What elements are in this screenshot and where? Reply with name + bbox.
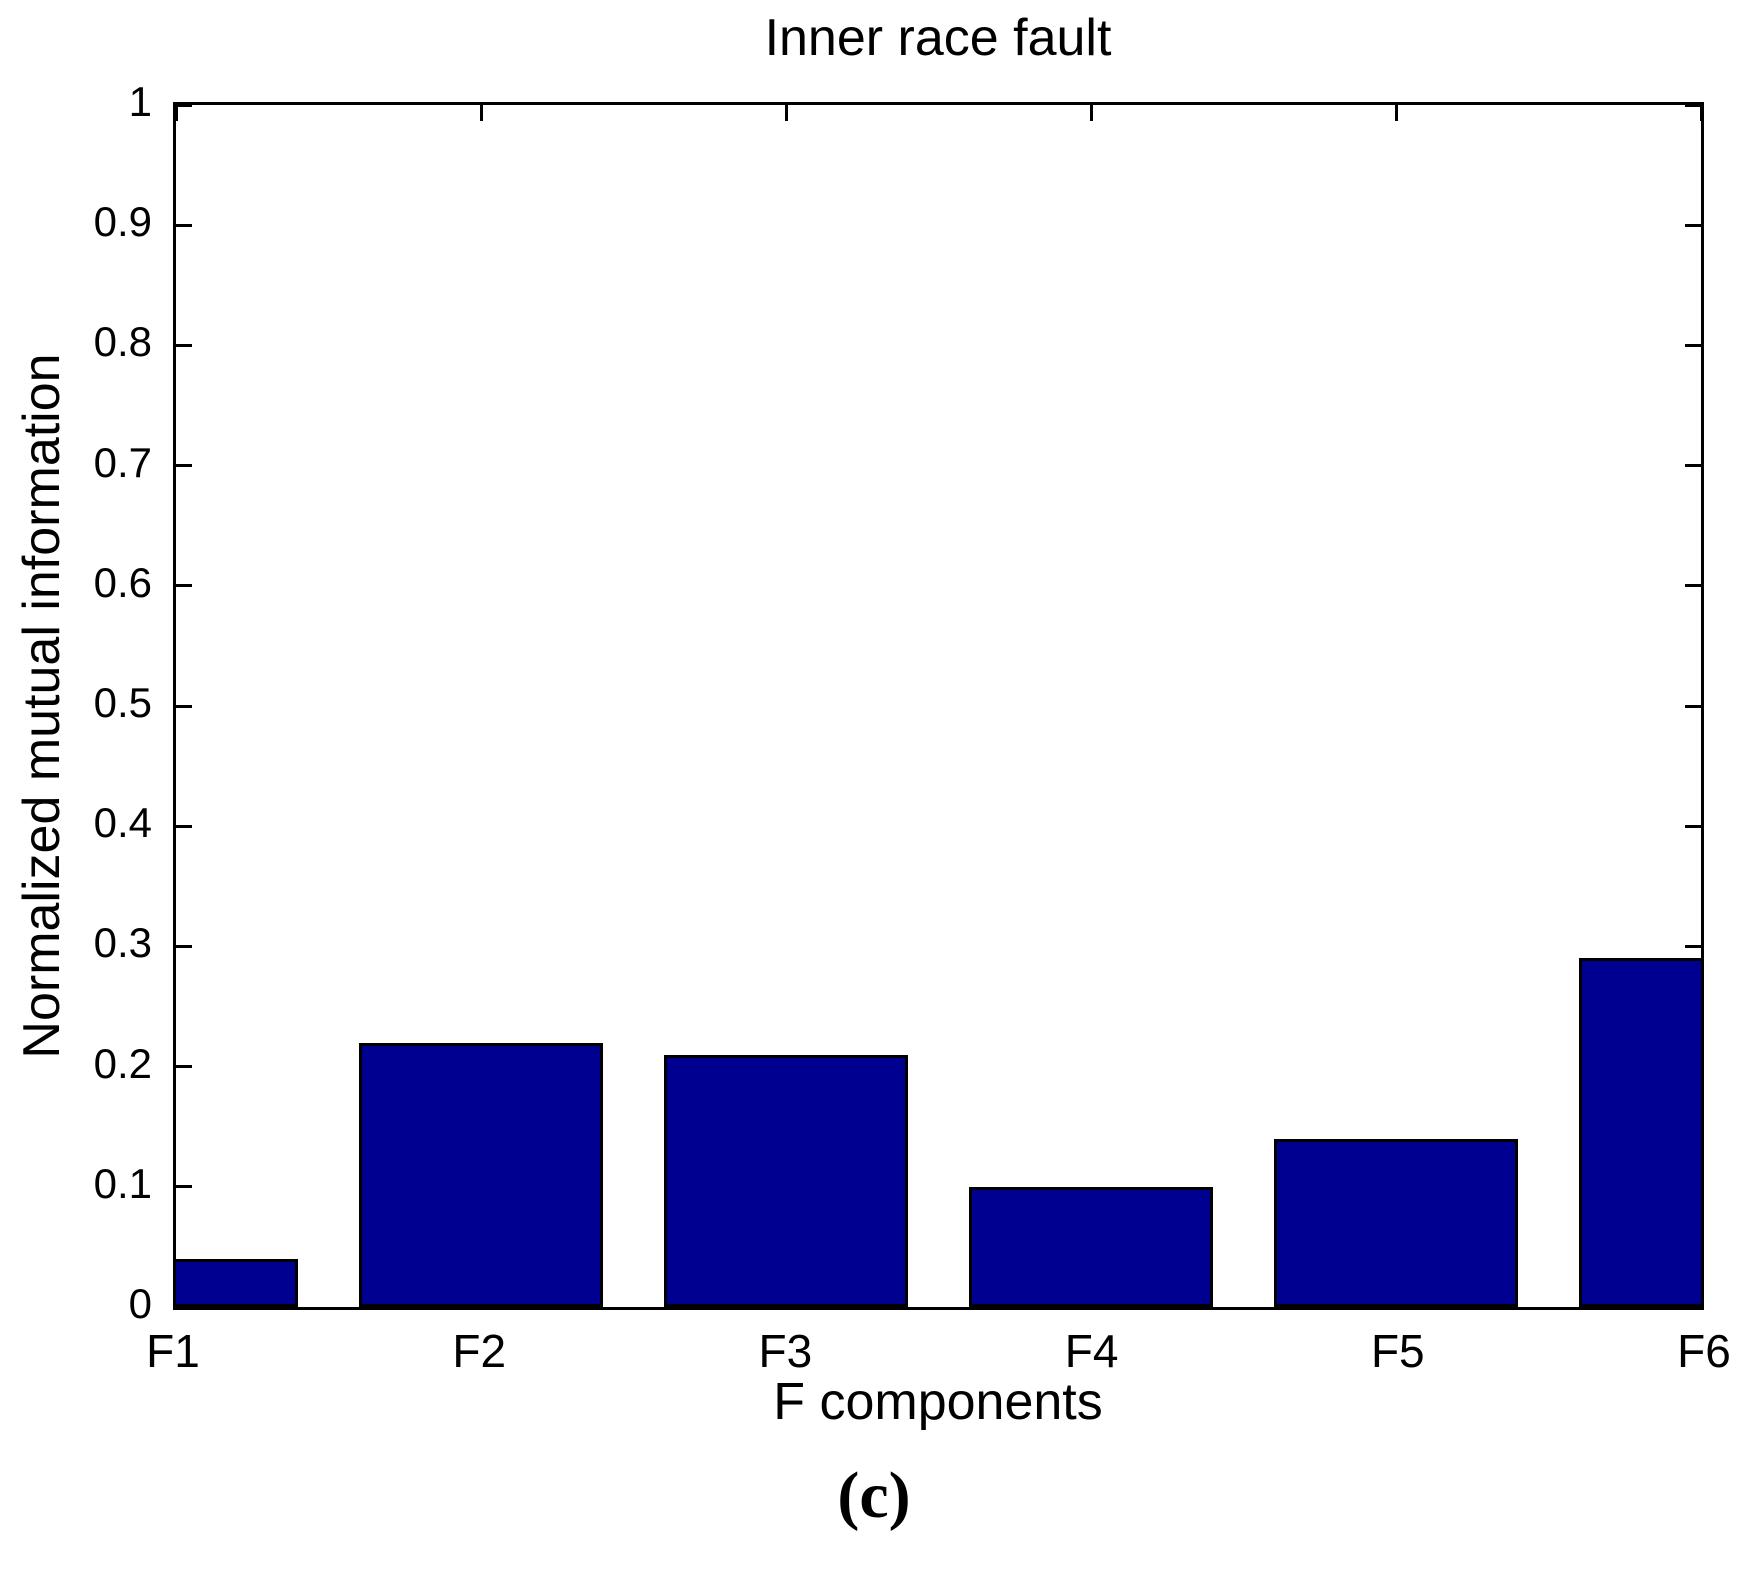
y-tick-mark [176, 1185, 192, 1189]
x-tick-mark [1394, 105, 1398, 121]
y-tick-mark [176, 464, 192, 468]
x-tick-mark [176, 105, 178, 121]
x-tick-label: F1 [146, 1325, 200, 1377]
x-axis-label: F components [773, 1373, 1103, 1431]
x-tick-label: F4 [1064, 1325, 1119, 1377]
y-tick-mark [1685, 584, 1701, 588]
x-tick-label: F6 [1677, 1325, 1731, 1377]
y-tick-mark [176, 704, 192, 708]
y-tick-mark [176, 824, 192, 828]
x-tick-label: F5 [1370, 1325, 1425, 1377]
x-tick-mark [1699, 105, 1701, 121]
figure-caption: (c) [837, 1459, 911, 1532]
y-tick-mark [1685, 824, 1701, 828]
y-tick-label: 0.1 [93, 1159, 152, 1207]
bar-f1 [176, 1258, 298, 1307]
y-tick-label: 0.4 [93, 799, 152, 847]
y-tick-mark [1685, 105, 1701, 107]
x-axis-tick-labels: F1 F2 F3 F4 F5 F6 [146, 1310, 1731, 1380]
y-tick-mark [176, 944, 192, 948]
y-tick-mark [1685, 704, 1701, 708]
y-tick-label: 0.3 [93, 919, 152, 967]
y-tick-label: 0.8 [93, 318, 152, 366]
x-tick-mark [1089, 105, 1093, 121]
y-tick-mark [176, 584, 192, 588]
y-tick-label: 0.9 [93, 198, 152, 246]
y-tick-label: 0.6 [93, 558, 152, 606]
bar-f2 [359, 1042, 603, 1307]
x-tick-mark [479, 105, 483, 121]
x-tick-label: F3 [758, 1325, 813, 1377]
bar-f3 [664, 1054, 908, 1307]
y-tick-label: 0.7 [93, 438, 152, 486]
y-tick-mark [1685, 343, 1701, 347]
bar-f5 [1274, 1138, 1518, 1307]
y-tick-mark [176, 105, 192, 107]
plot-area [173, 102, 1704, 1310]
y-axis-tick-labels: 0 0.1 0.2 0.3 0.4 0.5 0.6 0.7 0.8 0.9 1 [0, 80, 152, 1326]
y-tick-mark [176, 223, 192, 227]
y-tick-label: 0.5 [93, 679, 152, 726]
y-tick-label: 0 [128, 1280, 152, 1327]
y-tick-mark [1685, 944, 1701, 948]
chart-title: Inner race fault [764, 9, 1112, 67]
bar-f4 [969, 1186, 1213, 1307]
y-tick-mark [1685, 223, 1701, 227]
bar-f6 [1579, 958, 1701, 1307]
x-tick-label: F2 [452, 1325, 507, 1377]
y-tick-mark [1685, 464, 1701, 468]
y-tick-label: 1 [128, 78, 152, 125]
x-tick-mark [784, 105, 788, 121]
y-tick-mark [176, 343, 192, 347]
y-tick-mark [176, 1065, 192, 1069]
y-tick-label: 0.2 [93, 1039, 152, 1087]
